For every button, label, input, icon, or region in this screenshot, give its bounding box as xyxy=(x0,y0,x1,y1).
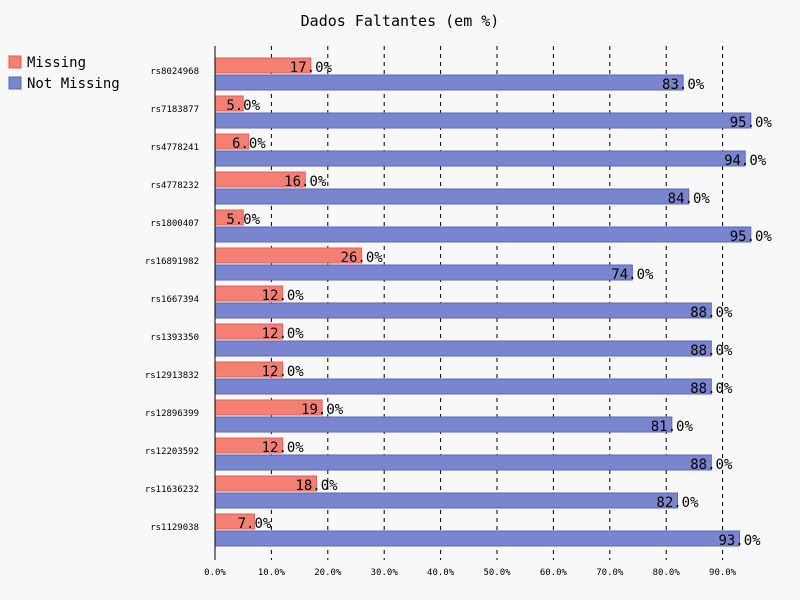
value-label: 12.0% xyxy=(262,364,305,380)
bar-not-missing xyxy=(214,112,752,129)
value-label: 16.0% xyxy=(284,174,327,190)
value-label: 95.0% xyxy=(730,115,773,131)
value-label: 12.0% xyxy=(262,326,305,342)
category-label: rs1667394 xyxy=(150,295,199,305)
x-tick-label: 30.0% xyxy=(371,568,399,578)
value-label: 88.0% xyxy=(690,457,733,473)
bar-not-missing xyxy=(214,302,712,319)
category-label: rs16891982 xyxy=(145,257,199,267)
bar-not-missing xyxy=(214,226,752,243)
value-label: 83.0% xyxy=(662,77,705,93)
bar-not-missing xyxy=(214,74,684,91)
x-tick-label: 10.0% xyxy=(258,568,286,578)
x-tick-label: 0.0% xyxy=(204,568,226,578)
value-label: 5.0% xyxy=(226,212,260,228)
legend-swatch-not-missing xyxy=(8,76,22,90)
legend-label-not-missing: Not Missing xyxy=(27,76,120,92)
value-label: 19.0% xyxy=(301,402,344,418)
category-label: rs11636232 xyxy=(145,485,199,495)
value-label: 18.0% xyxy=(295,478,338,494)
chart-title: Dados Faltantes (em %) xyxy=(301,12,500,30)
value-label: 88.0% xyxy=(690,343,733,359)
x-tick-label: 40.0% xyxy=(427,568,455,578)
category-label: rs1800407 xyxy=(150,219,199,229)
value-label: 84.0% xyxy=(668,191,711,207)
category-label: rs4778232 xyxy=(150,181,199,191)
value-label: 7.0% xyxy=(238,516,272,532)
value-label: 26.0% xyxy=(341,250,384,266)
value-label: 88.0% xyxy=(690,381,733,397)
x-tick-label: 80.0% xyxy=(653,568,681,578)
value-label: 93.0% xyxy=(718,533,761,549)
bar-not-missing xyxy=(214,150,746,167)
value-label: 94.0% xyxy=(724,153,767,169)
x-tick-label: 60.0% xyxy=(540,568,568,578)
category-label: rs12913832 xyxy=(145,371,199,381)
bar-not-missing xyxy=(214,454,712,471)
value-label: 82.0% xyxy=(656,495,699,511)
bar-not-missing xyxy=(214,188,690,205)
value-label: 81.0% xyxy=(651,419,694,435)
legend-swatch-missing xyxy=(8,55,22,69)
legend-label-missing: Missing xyxy=(27,55,86,71)
value-label: 12.0% xyxy=(262,440,305,456)
value-label: 5.0% xyxy=(226,98,260,114)
x-tick-label: 70.0% xyxy=(596,568,624,578)
x-tick-label: 50.0% xyxy=(483,568,511,578)
value-label: 88.0% xyxy=(690,305,733,321)
category-labels: rs8024968 rs7183877 rs4778241 rs4778232 rs18… xyxy=(145,67,199,533)
bar-not-missing xyxy=(214,264,633,281)
value-label: 17.0% xyxy=(290,60,333,76)
category-label: rs1129038 xyxy=(150,523,199,533)
bar-not-missing xyxy=(214,340,712,357)
value-label: 12.0% xyxy=(262,288,305,304)
category-label: rs12896399 xyxy=(145,409,199,419)
bar-not-missing xyxy=(214,378,712,395)
category-label: rs7183877 xyxy=(150,105,199,115)
value-label: 95.0% xyxy=(730,229,773,245)
category-label: rs1393350 xyxy=(150,333,199,343)
value-labels: 17.0% 83.0% 5.0% 95.0% 6.0% 94.0% 16.0% 84.0% 5.… xyxy=(226,60,772,549)
legend: Missing Not Missing xyxy=(8,55,120,92)
category-label: rs8024968 xyxy=(150,67,199,77)
bar-not-missing xyxy=(214,530,741,547)
category-label: rs4778241 xyxy=(150,143,199,153)
x-tick-labels: 0.0% 10.0% 20.0% 30.0% 40.0% 50.0% 60.0% 70.0% 8… xyxy=(204,568,737,578)
value-label: 6.0% xyxy=(232,136,266,152)
x-tick-label: 90.0% xyxy=(709,568,737,578)
category-label: rs12203592 xyxy=(145,447,199,457)
value-label: 74.0% xyxy=(611,267,654,283)
bar-not-missing xyxy=(214,492,678,509)
x-tick-label: 20.0% xyxy=(314,568,342,578)
bar-not-missing xyxy=(214,416,673,433)
